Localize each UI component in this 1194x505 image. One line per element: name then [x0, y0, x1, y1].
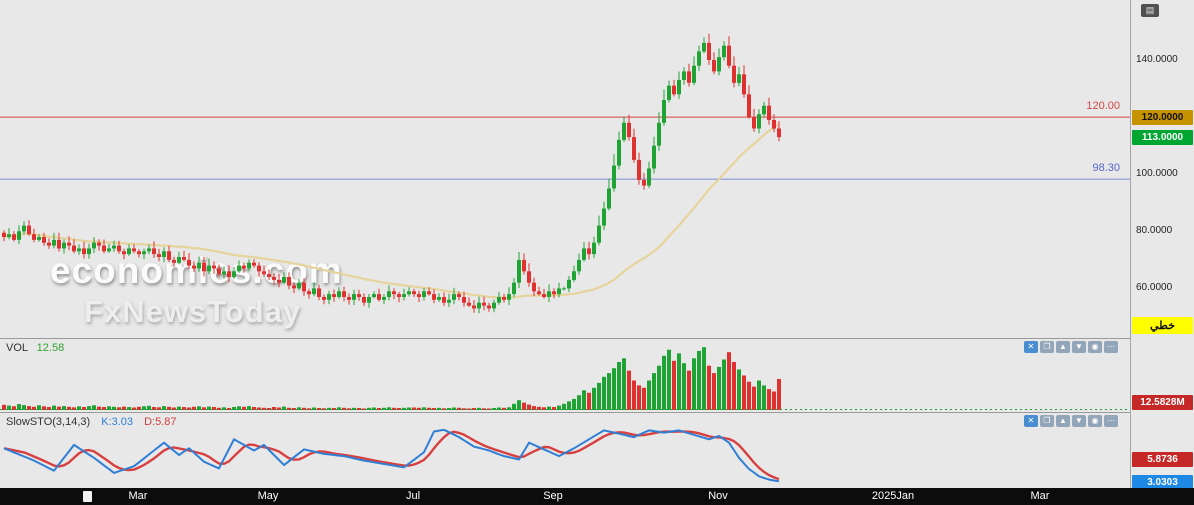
watermark-fxnewstoday: FxNewsToday: [84, 294, 302, 329]
time-tick: May: [257, 490, 279, 502]
time-tick: Mar: [1030, 490, 1050, 502]
more-icon[interactable]: ⋯: [1104, 415, 1118, 427]
stochastic-k-value: K:3.03: [101, 416, 134, 428]
volume-panel-toolbar: ✕ ❐ ▲ ▼ ◉ ⋯: [1024, 341, 1118, 353]
volume-header: VOL 12.58: [6, 342, 64, 354]
time-tick: Nov: [708, 490, 728, 502]
stochastic-panel: SlowSTO(3,14,3) K:3.03 D:5.87 ✕ ❐ ▲ ▼ ◉ …: [0, 413, 1130, 487]
last-price-badge: 113.0000: [1132, 130, 1193, 145]
price-chart-panel: economies.com FxNewsToday 120.00 98.30: [0, 0, 1130, 339]
move-up-icon[interactable]: ▲: [1056, 341, 1070, 353]
restore-icon[interactable]: ❐: [1040, 341, 1054, 353]
watermark-economies: economies.com: [50, 250, 343, 291]
time-tick: 2025Jan: [871, 490, 915, 502]
settings-icon[interactable]: ◉: [1088, 415, 1102, 427]
axis-tick-100: 100.0000: [1136, 168, 1178, 179]
support-line-label: 98.30: [1092, 162, 1120, 174]
price-axis: ▤ 140.0000 100.0000 80.0000 60.0000 120.…: [1130, 0, 1194, 490]
close-icon[interactable]: ✕: [1024, 415, 1038, 427]
move-down-icon[interactable]: ▼: [1072, 341, 1086, 353]
stochastic-d-value: D:5.87: [144, 416, 177, 428]
time-tick: Mar: [128, 490, 148, 502]
volume-current-value: 12.58: [36, 342, 65, 354]
more-icon[interactable]: ⋯: [1104, 341, 1118, 353]
axis-tick-60: 60.0000: [1136, 282, 1173, 293]
stochastic-d-badge: 5.8736: [1132, 452, 1193, 467]
move-down-icon[interactable]: ▼: [1072, 415, 1086, 427]
stochastic-chart[interactable]: [0, 413, 1130, 487]
chart-menu-icon[interactable]: ▤: [1141, 4, 1159, 17]
volume-indicator-label: VOL: [6, 342, 28, 354]
axis-tick-80: 80.0000: [1136, 225, 1173, 236]
stochastic-k-badge: 3.0303: [1132, 475, 1193, 490]
move-up-icon[interactable]: ▲: [1056, 415, 1070, 427]
restore-icon[interactable]: ❐: [1040, 415, 1054, 427]
settings-icon[interactable]: ◉: [1088, 341, 1102, 353]
close-icon[interactable]: ✕: [1024, 341, 1038, 353]
stochastic-header: SlowSTO(3,14,3) K:3.03 D:5.87: [6, 416, 177, 428]
volume-value-badge: 12.5828M: [1132, 395, 1193, 410]
axis-tick-140: 140.0000: [1136, 54, 1178, 65]
time-tick: Jul: [405, 490, 421, 502]
scale-type-badge[interactable]: خطي: [1132, 317, 1193, 334]
stochastic-indicator-label: SlowSTO(3,14,3): [6, 416, 91, 428]
candlestick-chart[interactable]: [0, 0, 1130, 337]
scrollbar-thumb[interactable]: [83, 491, 92, 502]
volume-chart[interactable]: [0, 339, 1130, 412]
resistance-line-label: 120.00: [1086, 100, 1120, 112]
time-axis[interactable]: Mar May Jul Sep Nov 2025Jan Mar: [0, 488, 1194, 505]
resistance-price-badge: 120.0000: [1132, 110, 1193, 125]
stochastic-panel-toolbar: ✕ ❐ ▲ ▼ ◉ ⋯: [1024, 415, 1118, 427]
time-tick: Sep: [543, 490, 563, 502]
volume-panel: VOL 12.58 ✕ ❐ ▲ ▼ ◉ ⋯: [0, 339, 1130, 413]
